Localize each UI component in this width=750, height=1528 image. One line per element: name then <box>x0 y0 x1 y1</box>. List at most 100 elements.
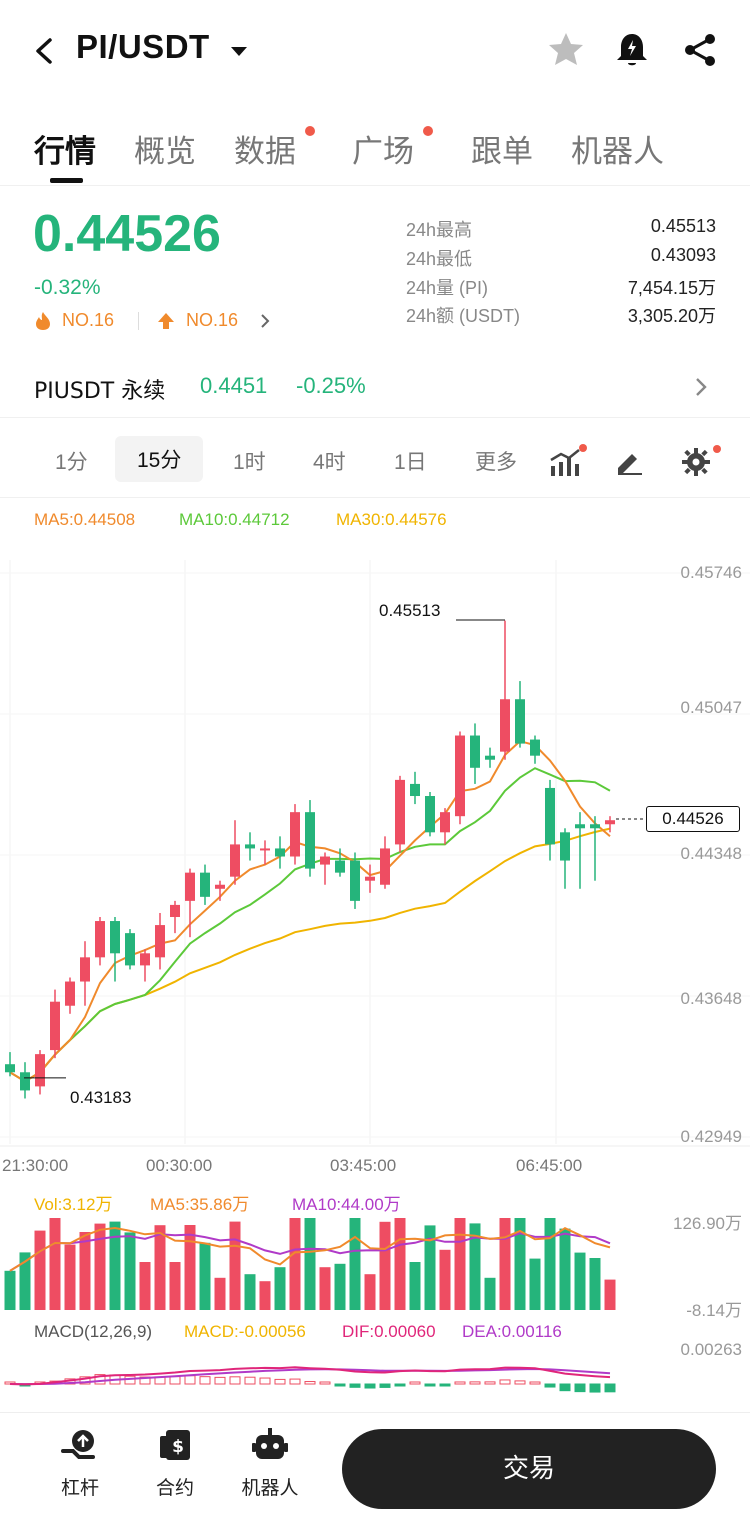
pair-title[interactable]: PI/USDT <box>76 28 210 65</box>
candle-body <box>425 796 435 833</box>
macd-histogram-bar <box>454 1381 466 1385</box>
volume-bar <box>529 1258 541 1310</box>
volume-bar <box>589 1258 601 1310</box>
candle-body <box>350 860 360 901</box>
volume-bar <box>4 1270 16 1310</box>
candle-body <box>80 957 90 982</box>
volume-bar <box>109 1221 121 1310</box>
tab-market[interactable]: 行情 <box>34 134 96 170</box>
time-axis-label: 00:30:00 <box>146 1156 213 1175</box>
candle-body <box>305 812 315 869</box>
tab-data[interactable]: 数据 <box>234 134 296 170</box>
tab-overview[interactable]: 概览 <box>134 134 196 170</box>
interval-1d[interactable]: 1日 <box>394 451 427 474</box>
tab-copy-trading[interactable]: 跟单 <box>471 134 533 170</box>
volume-bar <box>604 1279 616 1310</box>
arrow-up-icon <box>158 313 174 329</box>
current-price-tag: 0.44526 <box>646 806 740 832</box>
volume-bar <box>259 1281 271 1310</box>
macd-histogram-bar <box>304 1381 316 1385</box>
back-arrow-icon[interactable] <box>28 34 62 68</box>
volume-ma10-line <box>9 1232 611 1272</box>
candle-body <box>590 824 600 829</box>
volume-bar <box>214 1277 226 1310</box>
stat-label-24h-turnover: 24h额 (USDT) <box>406 306 521 326</box>
volume-bar <box>574 1252 586 1310</box>
candle-body <box>455 735 465 817</box>
volume-bar <box>49 1218 61 1310</box>
candle-body <box>185 872 195 901</box>
interval-1h[interactable]: 1时 <box>233 451 266 474</box>
macd-histogram-bar <box>409 1381 421 1385</box>
volume-bar <box>379 1221 391 1310</box>
macd-histogram-bar <box>214 1376 226 1385</box>
candle-body <box>440 812 450 833</box>
trade-button[interactable]: 交易 <box>342 1429 716 1509</box>
macd-histogram-bar <box>349 1383 361 1388</box>
volume-bar <box>484 1277 496 1310</box>
macd-histogram-bar <box>589 1383 601 1393</box>
tab-active-underline <box>50 178 83 183</box>
leverage-icon <box>61 1430 95 1459</box>
section-tabs: 行情 概览 数据 广场 跟单 机器人 <box>0 112 750 186</box>
draw-pen-icon[interactable] <box>614 446 644 476</box>
star-icon[interactable] <box>546 30 586 70</box>
robot-button[interactable]: 机器人 <box>230 1427 310 1500</box>
macd-histogram-bar <box>229 1376 241 1385</box>
candlestick-chart[interactable] <box>0 540 750 1180</box>
volume-chart <box>4 1218 616 1310</box>
stat-label-24h-low: 24h最低 <box>406 249 473 269</box>
macd-histogram-bar <box>379 1383 391 1388</box>
chevron-down-icon[interactable] <box>228 40 250 62</box>
chevron-right-icon[interactable] <box>258 313 272 329</box>
price-axis-label: 0.45047 <box>680 698 742 717</box>
volume-legend: Vol:3.12万 <box>34 1195 113 1214</box>
macd-histogram-bar <box>94 1374 106 1385</box>
perpetual-contract-row[interactable]: PIUSDT 永续 0.4451 -0.25% <box>0 358 750 418</box>
volume-bar <box>289 1218 301 1310</box>
volume-bar <box>439 1249 451 1310</box>
interval-1m[interactable]: 1分 <box>55 451 88 474</box>
macd-histogram-bar <box>544 1383 556 1388</box>
candle-body <box>230 844 240 877</box>
macd-dif-line <box>9 1366 611 1386</box>
interval-4h[interactable]: 4时 <box>313 451 346 474</box>
macd-histogram-bar <box>424 1383 436 1387</box>
stat-label-24h-high: 24h最高 <box>406 220 473 240</box>
macd-dea-line <box>9 1367 611 1386</box>
leverage-label: 杠杆 <box>60 1477 99 1499</box>
volume-bar <box>364 1274 376 1310</box>
tab-bots[interactable]: 机器人 <box>571 134 664 170</box>
gain-rank: NO.16 <box>186 310 239 330</box>
candle-body <box>320 856 330 865</box>
share-icon[interactable] <box>680 30 720 70</box>
candle-body <box>515 699 525 744</box>
candle-body <box>560 832 570 861</box>
interval-more[interactable]: 更多 <box>475 451 517 474</box>
volume-bar <box>94 1223 106 1310</box>
contract-button[interactable]: $ 合约 <box>135 1427 215 1500</box>
price-alert-bell-icon[interactable] <box>612 30 652 70</box>
volume-bar <box>199 1242 211 1310</box>
volume-bar <box>544 1218 556 1310</box>
leverage-button[interactable]: 杠杆 <box>40 1427 120 1500</box>
stat-value-24h-turnover: 3,305.20万 <box>627 306 716 326</box>
macd-histogram-bar <box>169 1376 181 1385</box>
candle-body <box>5 1064 15 1073</box>
volume-axis-bottom: -8.14万 <box>686 1301 742 1320</box>
macd-histogram-bar <box>514 1380 526 1385</box>
macd-histogram-bar <box>604 1383 616 1393</box>
perpetual-change: -0.25% <box>296 373 366 398</box>
settings-gear-icon[interactable] <box>680 444 722 478</box>
candle-body <box>65 981 75 1006</box>
interval-15m[interactable]: 15分 <box>115 436 204 482</box>
low-price-marker: 0.43183 <box>70 1088 132 1107</box>
volume-bar <box>79 1232 91 1310</box>
tab-square[interactable]: 广场 <box>352 134 414 170</box>
candle-body <box>605 820 615 825</box>
macd-histogram-bar <box>439 1383 451 1387</box>
perpetual-name: PIUSDT 永续 <box>34 379 166 404</box>
volume-bar <box>409 1262 421 1310</box>
svg-text:$: $ <box>172 1437 184 1457</box>
indicators-icon[interactable] <box>548 444 588 480</box>
